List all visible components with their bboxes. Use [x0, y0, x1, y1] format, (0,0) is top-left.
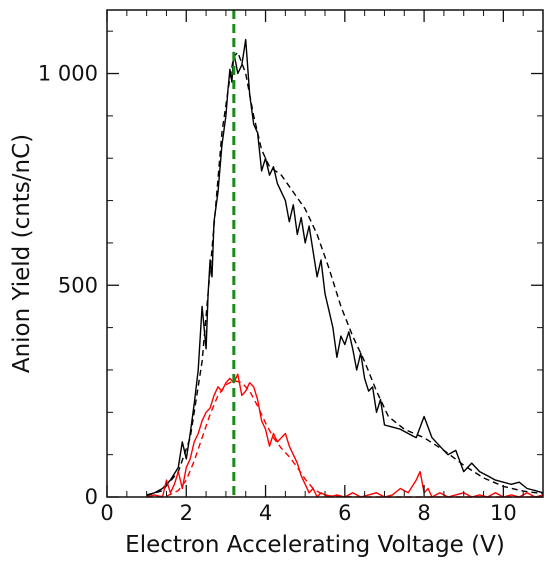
series-line-2-fit — [146, 51, 544, 497]
x-tick-label: 2 — [180, 501, 193, 525]
tick-labels: 0 2 4 6 8 10 0 500 1 000 — [38, 62, 517, 525]
series-line-4-fit — [146, 379, 543, 498]
plot-frame — [106, 9, 544, 498]
axis-ticks — [106, 10, 544, 498]
x-tick-label: 8 — [417, 501, 430, 525]
x-tick-label: 0 — [100, 501, 113, 525]
y-tick-label: 500 — [58, 273, 98, 297]
x-tick-label: 10 — [490, 501, 517, 525]
x-axis-label: Electron Accelerating Voltage (V) — [125, 532, 505, 558]
plot-lines — [146, 38, 544, 498]
x-tick-label: 6 — [338, 501, 351, 525]
y-axis-label: Anion Yield (cnts/nC) — [9, 134, 35, 373]
x-tick-label: 4 — [259, 501, 272, 525]
y-tick-label: 1 000 — [38, 62, 98, 86]
y-tick-label: 0 — [85, 485, 98, 509]
